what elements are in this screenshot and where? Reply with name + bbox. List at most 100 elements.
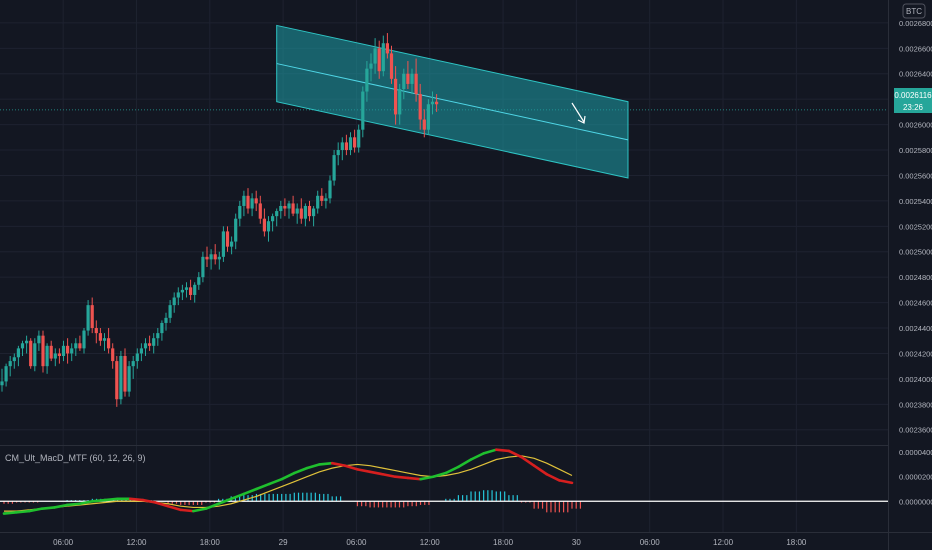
candle-up xyxy=(127,366,131,392)
arrow-head[interactable] xyxy=(577,115,586,124)
time-tick-label: 30 xyxy=(572,538,581,547)
candle-up xyxy=(271,216,275,222)
macd-line-segment xyxy=(141,498,157,504)
time-tick-label: 12:00 xyxy=(713,538,734,547)
macd-line-segment xyxy=(343,464,359,471)
candle-down xyxy=(418,94,422,120)
time-tick-label: 06:00 xyxy=(640,538,661,547)
macd-line-segment xyxy=(381,472,397,479)
price-tick-label: 0.0025000 xyxy=(899,248,932,257)
macd-line-segment xyxy=(192,507,208,513)
price-tick-label: 0.0024000 xyxy=(899,375,932,384)
candle-down xyxy=(344,142,348,151)
candle-up xyxy=(410,73,414,84)
macd-line-segment xyxy=(53,503,69,509)
candle-down xyxy=(94,328,98,334)
price-tick-label: 0.0024600 xyxy=(899,299,932,308)
time-tick-label: 06:00 xyxy=(346,538,367,547)
candle-up xyxy=(234,218,238,242)
candle-down xyxy=(406,73,410,84)
macd-line-segment xyxy=(103,497,119,502)
macd-line-segment xyxy=(305,463,321,470)
candle-up xyxy=(275,211,279,217)
arrow-shaft[interactable] xyxy=(571,102,585,123)
candle-down xyxy=(78,343,82,349)
macd-line-segment xyxy=(65,502,82,507)
candle-up xyxy=(266,221,271,232)
price-tick-label: 0.0025600 xyxy=(899,171,932,180)
macd-line-segment xyxy=(482,448,498,455)
candle-down xyxy=(115,361,119,400)
candle-up xyxy=(25,340,29,344)
candle-up xyxy=(86,305,90,331)
candle-up xyxy=(340,142,344,151)
price-tick-label: 0.0024200 xyxy=(899,349,932,358)
candle-up xyxy=(398,89,402,115)
regression-channel[interactable] xyxy=(276,24,629,179)
macd-line-segment xyxy=(330,461,347,467)
last-price-label: 0.0026116 23:26 xyxy=(894,88,932,113)
candle-up xyxy=(381,43,385,72)
candle-up xyxy=(135,353,139,362)
macd-line-segment xyxy=(494,448,511,453)
macd-line-segment xyxy=(558,479,574,485)
candle-up xyxy=(365,68,369,92)
grid xyxy=(0,0,888,532)
candle-up xyxy=(426,104,430,130)
candle-up xyxy=(230,241,234,247)
currency-badge[interactable]: BTC xyxy=(902,3,926,19)
candle-up xyxy=(193,284,197,295)
macd-line-segment xyxy=(318,461,334,466)
candle-down xyxy=(213,254,217,260)
macd-line-segment xyxy=(368,470,384,476)
macd-line-segment xyxy=(444,465,460,475)
candle-up xyxy=(8,361,12,367)
macd-line-segment xyxy=(179,508,195,513)
macd-line-segment xyxy=(255,482,271,491)
candle-up xyxy=(361,91,365,130)
candle-down xyxy=(41,335,45,367)
candle-up xyxy=(74,343,78,349)
macd-line-segment xyxy=(242,487,258,496)
candle-up xyxy=(197,277,201,285)
macd-line-segment xyxy=(267,477,283,486)
countdown-value: 23:26 xyxy=(903,103,924,112)
candlestick-series xyxy=(0,33,439,407)
candle-up xyxy=(430,101,435,105)
channel-midline[interactable] xyxy=(276,63,629,141)
candle-up xyxy=(160,322,164,334)
candle-down xyxy=(90,305,94,329)
macd-line-segment xyxy=(419,475,435,481)
candle-up xyxy=(328,180,332,199)
time-tick-label: 18:00 xyxy=(493,538,514,547)
candle-up xyxy=(348,137,353,151)
candle-down xyxy=(299,208,303,219)
candle-down xyxy=(422,119,426,130)
candle-down xyxy=(29,340,33,367)
candle-up xyxy=(102,338,107,341)
candle-down xyxy=(307,205,312,217)
time-tick-label: 06:00 xyxy=(53,538,74,547)
candle-up xyxy=(209,254,213,260)
direction-arrow[interactable] xyxy=(571,102,586,124)
macd-line-segment xyxy=(393,475,410,480)
candle-up xyxy=(37,335,41,344)
candle-up xyxy=(119,356,123,400)
indicator-tick-label: 0.0000400 xyxy=(899,448,932,457)
candle-up xyxy=(180,289,184,293)
macd-line-segment xyxy=(356,468,372,474)
candle-up xyxy=(172,297,176,306)
macd-line-segment xyxy=(229,492,246,501)
price-tick-label: 0.0025200 xyxy=(899,222,932,231)
macd-line-segment xyxy=(78,499,94,506)
candle-up xyxy=(139,348,143,354)
candle-up xyxy=(316,195,320,209)
indicator-title[interactable]: CM_Ult_MacD_MTF (60, 12, 26, 9) xyxy=(5,453,146,463)
price-tick-label: 0.0023600 xyxy=(899,426,932,435)
macd-line-segment xyxy=(545,472,561,482)
price-tick-label: 0.0026400 xyxy=(899,70,932,79)
candle-down xyxy=(385,43,389,54)
candle-up xyxy=(156,333,160,339)
candle-up xyxy=(312,208,316,217)
macd-line-segment xyxy=(166,504,183,512)
